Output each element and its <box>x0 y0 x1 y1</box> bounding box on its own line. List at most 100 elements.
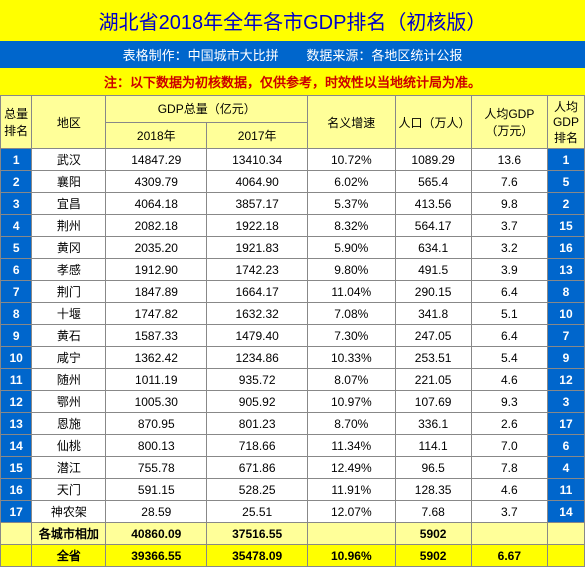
table-row: 12鄂州1005.30905.9210.97%107.699.33 <box>1 391 585 413</box>
table-row: 8十堰1747.821632.327.08%341.85.110 <box>1 303 585 325</box>
cell-pergdp: 6.4 <box>471 281 547 303</box>
cell-rank: 13 <box>1 413 32 435</box>
table-row: 11随州1011.19935.728.07%221.054.612 <box>1 369 585 391</box>
header-gdp-total: GDP总量（亿元） <box>106 96 308 123</box>
cell-pop: 491.5 <box>395 259 471 281</box>
cell-growth: 10.97% <box>308 391 395 413</box>
cell-gdp2017: 1742.23 <box>207 259 308 281</box>
cell-region: 孝感 <box>32 259 106 281</box>
cell-region: 黄冈 <box>32 237 106 259</box>
cell-pergdp: 3.7 <box>471 501 547 523</box>
cell-gdp2017: 801.23 <box>207 413 308 435</box>
table-row: 9黄石1587.331479.407.30%247.056.47 <box>1 325 585 347</box>
cell-pop: 221.05 <box>395 369 471 391</box>
cell-pergdp: 3.2 <box>471 237 547 259</box>
cell-region: 潜江 <box>32 457 106 479</box>
header-perrank: 人均GDP排名 <box>547 96 584 149</box>
cell-gdp2018: 2035.20 <box>106 237 207 259</box>
cell-growth: 10.96% <box>308 545 395 567</box>
cell-gdp2017: 37516.55 <box>207 523 308 545</box>
cell-pergdp: 5.1 <box>471 303 547 325</box>
cell-pop: 114.1 <box>395 435 471 457</box>
cell-pop: 565.4 <box>395 171 471 193</box>
cell-pergdp: 6.4 <box>471 325 547 347</box>
cell-gdp2018: 2082.18 <box>106 215 207 237</box>
cell-growth: 11.91% <box>308 479 395 501</box>
cell-rank: 2 <box>1 171 32 193</box>
cell-gdp2018: 39366.55 <box>106 545 207 567</box>
header-gdp2018: 2018年 <box>106 122 207 149</box>
cell-gdp2017: 935.72 <box>207 369 308 391</box>
cell-region: 各城市相加 <box>32 523 106 545</box>
cell-region: 十堰 <box>32 303 106 325</box>
cell-pergdp: 4.6 <box>471 479 547 501</box>
table-body: 1武汉14847.2913410.3410.72%1089.2913.612襄阳… <box>1 149 585 567</box>
cell-gdp2017: 25.51 <box>207 501 308 523</box>
cell-perrank: 16 <box>547 237 584 259</box>
cell-gdp2018: 40860.09 <box>106 523 207 545</box>
cell-perrank: 15 <box>547 215 584 237</box>
cell-region: 天门 <box>32 479 106 501</box>
cell-growth: 6.02% <box>308 171 395 193</box>
cell-pop: 5902 <box>395 545 471 567</box>
table-row: 16天门591.15528.2511.91%128.354.611 <box>1 479 585 501</box>
cell-perrank: 14 <box>547 501 584 523</box>
cell-growth: 7.30% <box>308 325 395 347</box>
cell-perrank: 9 <box>547 347 584 369</box>
cell-perrank: 7 <box>547 325 584 347</box>
cell-region: 咸宁 <box>32 347 106 369</box>
cell-gdp2018: 4064.18 <box>106 193 207 215</box>
cell-pop: 128.35 <box>395 479 471 501</box>
cell-pop: 413.56 <box>395 193 471 215</box>
cell-gdp2018: 1587.33 <box>106 325 207 347</box>
cell-gdp2017: 1234.86 <box>207 347 308 369</box>
cell-growth <box>308 523 395 545</box>
cell-gdp2017: 1632.32 <box>207 303 308 325</box>
header-pergdp: 人均GDP（万元） <box>471 96 547 149</box>
cell-region: 鄂州 <box>32 391 106 413</box>
sum-row: 各城市相加40860.0937516.55 5902 <box>1 523 585 545</box>
subtitle-bar: 表格制作：中国城市大比拼 数据来源：各地区统计公报 <box>0 41 585 68</box>
cell-region: 襄阳 <box>32 171 106 193</box>
cell-growth: 5.90% <box>308 237 395 259</box>
cell-gdp2018: 800.13 <box>106 435 207 457</box>
cell-gdp2018: 1005.30 <box>106 391 207 413</box>
cell-gdp2017: 671.86 <box>207 457 308 479</box>
cell-pop: 634.1 <box>395 237 471 259</box>
cell-pergdp: 3.7 <box>471 215 547 237</box>
cell-rank: 17 <box>1 501 32 523</box>
header-rank: 总量排名 <box>1 96 32 149</box>
cell-pop: 5902 <box>395 523 471 545</box>
cell-rank: 6 <box>1 259 32 281</box>
cell-region: 恩施 <box>32 413 106 435</box>
cell-perrank <box>547 545 584 567</box>
cell-gdp2017: 4064.90 <box>207 171 308 193</box>
cell-gdp2017: 718.66 <box>207 435 308 457</box>
cell-gdp2018: 1747.82 <box>106 303 207 325</box>
cell-gdp2018: 755.78 <box>106 457 207 479</box>
table-row: 13恩施870.95801.238.70%336.12.617 <box>1 413 585 435</box>
cell-gdp2017: 1921.83 <box>207 237 308 259</box>
table-row: 5黄冈2035.201921.835.90%634.13.216 <box>1 237 585 259</box>
cell-pergdp: 3.9 <box>471 259 547 281</box>
cell-gdp2018: 870.95 <box>106 413 207 435</box>
cell-pop: 1089.29 <box>395 149 471 171</box>
cell-region: 全省 <box>32 545 106 567</box>
cell-rank: 10 <box>1 347 32 369</box>
cell-pop: 7.68 <box>395 501 471 523</box>
cell-gdp2017: 3857.17 <box>207 193 308 215</box>
cell-pop: 247.05 <box>395 325 471 347</box>
table-row: 3宜昌4064.183857.175.37%413.569.82 <box>1 193 585 215</box>
cell-rank: 14 <box>1 435 32 457</box>
cell-pergdp: 2.6 <box>471 413 547 435</box>
cell-rank: 15 <box>1 457 32 479</box>
cell-rank <box>1 523 32 545</box>
cell-pergdp: 4.6 <box>471 369 547 391</box>
table-row: 14仙桃800.13718.6611.34%114.17.06 <box>1 435 585 457</box>
cell-perrank: 17 <box>547 413 584 435</box>
cell-gdp2017: 35478.09 <box>207 545 308 567</box>
table-row: 6孝感1912.901742.239.80%491.53.913 <box>1 259 585 281</box>
cell-perrank: 8 <box>547 281 584 303</box>
cell-gdp2017: 13410.34 <box>207 149 308 171</box>
cell-pergdp: 9.3 <box>471 391 547 413</box>
